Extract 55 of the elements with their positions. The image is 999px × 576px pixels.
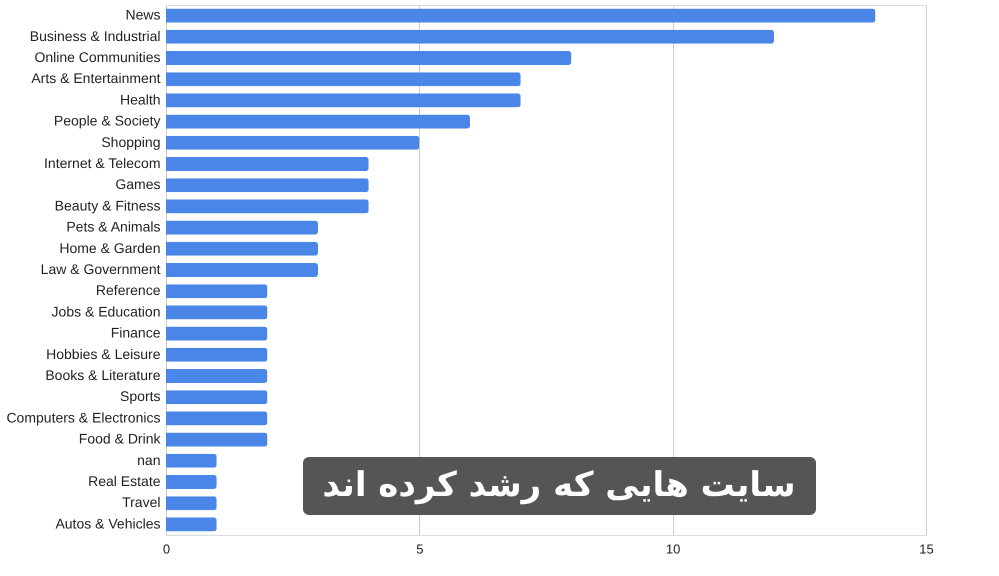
bar <box>166 114 470 129</box>
y-tick-label: Jobs & Education <box>52 303 160 320</box>
y-tick-label: Autos & Vehicles <box>55 515 160 532</box>
bar <box>166 305 268 320</box>
y-tick-label: Law & Government <box>40 261 161 277</box>
y-tick-label: Internet & Telecom <box>44 155 160 171</box>
bar <box>166 30 774 44</box>
y-tick-label: Beauty & Fitness <box>54 197 160 214</box>
y-tick-label: Arts & Entertainment <box>31 70 161 86</box>
x-tick-label: 0 <box>162 542 170 556</box>
x-tick-label: 5 <box>416 542 424 556</box>
bar <box>166 475 217 489</box>
y-tick-label: Hobbies & Leisure <box>46 346 161 362</box>
bar <box>166 432 268 447</box>
y-tick-label: Reference <box>96 282 161 298</box>
y-tick-label: News <box>125 6 160 23</box>
y-tick-label: Books & Literature <box>45 367 161 383</box>
y-tick-label: nan <box>137 452 160 468</box>
y-tick-label: Home & Garden <box>59 240 160 256</box>
y-tick-label: Food & Drink <box>78 430 162 447</box>
bar <box>166 390 268 404</box>
bar <box>166 517 217 532</box>
bar <box>166 157 369 171</box>
y-tick-label: Finance <box>110 324 161 341</box>
y-tick-label: Computers & Electronics <box>6 409 160 426</box>
x-tick-label: 15 <box>919 542 934 556</box>
bar <box>166 326 268 341</box>
bar <box>166 93 521 108</box>
bar <box>166 51 572 65</box>
bar <box>166 454 217 468</box>
y-tick-label: Online Communities <box>34 49 160 65</box>
y-tick-label: Sports <box>120 388 160 404</box>
bar <box>166 348 268 362</box>
y-tick-label: Health <box>120 91 160 108</box>
y-tick-label: Real Estate <box>88 473 161 489</box>
bar <box>166 242 318 256</box>
y-tick-label: Pets & Animals <box>66 218 160 235</box>
y-tick-label: Games <box>115 176 160 192</box>
x-tick-label: 10 <box>666 542 680 556</box>
annotation: سایت هایی که رشد کرده اند <box>322 465 796 505</box>
bar <box>166 369 268 383</box>
bar <box>166 284 268 298</box>
bar <box>166 220 318 235</box>
bar <box>166 263 318 277</box>
y-tick-label: Shopping <box>101 134 160 150</box>
bar <box>166 72 521 86</box>
bar <box>166 178 369 192</box>
y-tick-label: People & Society <box>54 112 160 129</box>
y-tick-label: Business & Industrial <box>30 28 160 44</box>
bar <box>166 136 420 150</box>
bar <box>166 411 268 426</box>
y-tick-label: Travel <box>122 494 160 510</box>
bar <box>166 496 217 510</box>
bar <box>166 199 369 214</box>
bar <box>166 8 876 23</box>
